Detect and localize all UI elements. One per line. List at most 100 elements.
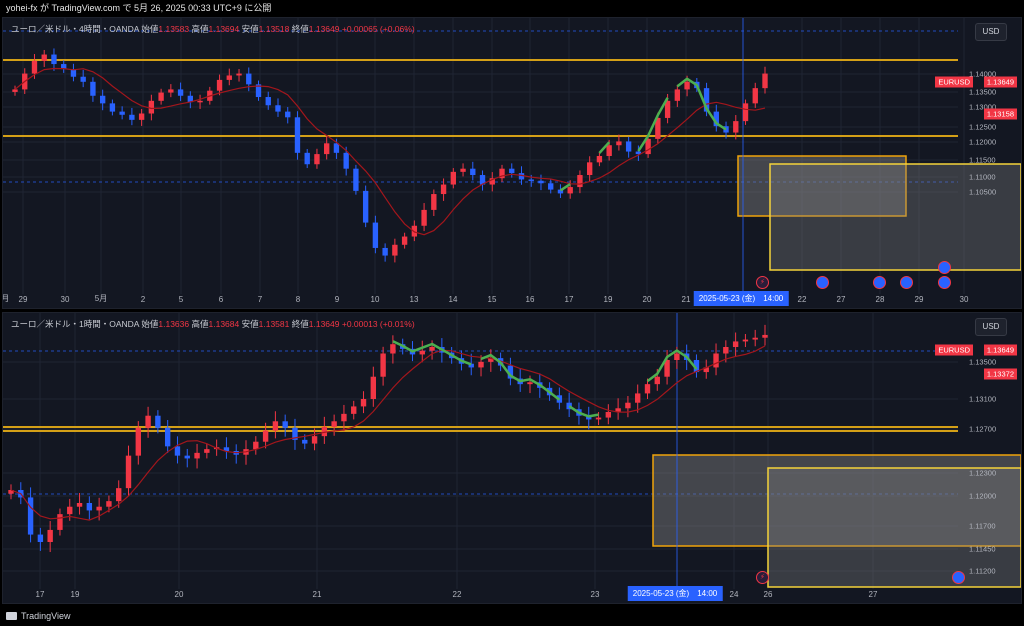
wave-overlay-line — [559, 183, 571, 192]
legend-low: 1.13581 — [258, 319, 290, 329]
time-axis-label: 5月 — [94, 294, 108, 303]
candle — [577, 175, 583, 188]
candle — [606, 145, 612, 156]
candle — [401, 236, 408, 245]
ma-value-tag: 1.13158 — [983, 108, 1017, 120]
candle — [275, 105, 281, 112]
price-axis-label: 1.12000 — [969, 491, 997, 501]
time-axis-label: 26 — [763, 590, 773, 599]
time-axis-label: 7 — [257, 295, 263, 304]
candle — [390, 344, 396, 354]
time-axis-label: 2 — [140, 295, 146, 304]
candle — [67, 506, 73, 515]
currency-selector[interactable]: USD — [975, 23, 1007, 41]
wave-overlay-line — [646, 349, 698, 383]
chart-panel-1h[interactable]: ユーロ／米ドル・1時間・OANDA 始値1.13636 高値1.13684 安値… — [2, 312, 1022, 604]
candle — [595, 417, 602, 420]
candle — [96, 506, 102, 511]
price-axis-label: 1.12000 — [969, 137, 997, 147]
price-chart-4h[interactable] — [3, 18, 1021, 308]
candle — [419, 350, 425, 355]
candle — [723, 347, 729, 354]
legend-open-label: 始値 — [141, 319, 159, 329]
time-axis-label: 22 — [452, 590, 462, 599]
last-price-tag: 1.13649 — [983, 344, 1017, 356]
candle — [302, 439, 308, 444]
candle — [41, 54, 47, 61]
economic-event-icon[interactable] — [938, 276, 951, 289]
legend-close: 1.13649 — [308, 24, 340, 34]
candle — [421, 209, 427, 226]
candle — [333, 143, 340, 153]
currency-selector[interactable]: USD — [975, 318, 1007, 336]
candle — [106, 501, 112, 507]
candle — [645, 138, 651, 155]
candle — [655, 117, 661, 139]
candle — [488, 358, 494, 362]
candle — [489, 178, 495, 185]
price-chart-1h[interactable] — [3, 313, 1021, 603]
time-axis-label: 20 — [642, 295, 652, 304]
price-axis-label: 1.12300 — [969, 468, 997, 478]
economic-event-icon[interactable] — [873, 276, 886, 289]
candle — [703, 367, 709, 373]
candle — [527, 382, 533, 385]
candle — [61, 64, 67, 70]
price-axis-label: 1.12700 — [969, 424, 997, 434]
candle — [538, 180, 544, 184]
candle — [184, 455, 190, 459]
lightning-event-icon[interactable]: ⚡ — [756, 571, 769, 584]
candle — [341, 413, 347, 422]
wave-overlay-line — [676, 77, 727, 131]
price-axis-label: 1.13500 — [969, 87, 997, 97]
candle — [411, 225, 418, 237]
time-axis-label: 30 — [60, 295, 70, 304]
candle — [762, 73, 768, 89]
candle — [752, 337, 758, 340]
time-axis-label: 28 — [875, 295, 885, 304]
candle — [440, 184, 447, 195]
candle — [109, 103, 116, 112]
candle — [99, 95, 106, 104]
economic-event-icon[interactable] — [816, 276, 829, 289]
price-axis-label: 1.13500 — [969, 357, 997, 367]
lightning-event-icon[interactable]: ⚡ — [756, 276, 769, 289]
candle — [12, 89, 18, 92]
price-axis-label: 1.14000 — [969, 69, 997, 79]
candle — [262, 430, 269, 442]
legend-close: 1.13649 — [308, 319, 340, 329]
legend-high: 1.13684 — [208, 319, 240, 329]
legend-low-label: 安値 — [241, 24, 259, 34]
candle — [57, 514, 63, 530]
candle — [216, 79, 223, 91]
candle — [605, 412, 612, 418]
ohlc-legend-4h: ユーロ／米ドル・4時間・OANDA 始値1.13583 高値1.13694 安値… — [11, 23, 415, 35]
candle — [664, 360, 670, 377]
economic-event-icon[interactable] — [952, 571, 965, 584]
candle — [236, 73, 242, 76]
candle — [148, 100, 155, 114]
legend-low-label: 安値 — [241, 319, 259, 329]
chart-panel-4h[interactable]: ユーロ／米ドル・4時間・OANDA 始値1.13583 高値1.13694 安値… — [2, 17, 1022, 309]
candle — [528, 179, 534, 181]
legend-change: +0.00013 (+0.01%) — [341, 319, 415, 329]
candle — [499, 168, 505, 179]
candle — [362, 190, 369, 223]
economic-event-icon[interactable] — [938, 261, 951, 274]
legend-close-label: 終値 — [291, 319, 309, 329]
wave-overlay-line — [392, 340, 472, 366]
economic-event-icon[interactable] — [900, 276, 913, 289]
candle — [168, 89, 174, 93]
candle — [762, 334, 768, 338]
candle — [116, 488, 122, 502]
time-axis-label: 14 — [448, 295, 458, 304]
price-axis-label: 1.11000 — [969, 172, 996, 182]
candle — [321, 426, 328, 437]
candle — [713, 111, 719, 127]
candle — [360, 399, 367, 407]
candle — [311, 436, 318, 444]
price-axis-label: 1.11500 — [969, 155, 996, 165]
candle — [70, 69, 77, 77]
time-axis-label: 21 — [312, 590, 322, 599]
crosshair-time-label: 2025-05-23 (金) 14:00 — [627, 586, 723, 601]
